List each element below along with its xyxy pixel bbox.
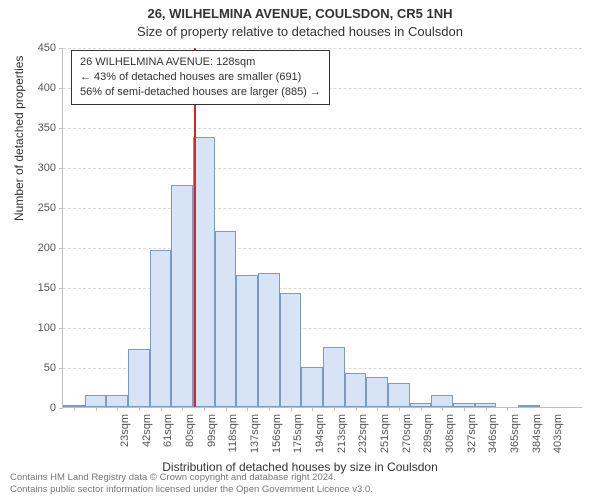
y-tick-label: 250 xyxy=(16,202,56,214)
gridline xyxy=(63,128,582,129)
x-tick-label: 42sqm xyxy=(141,414,153,464)
histogram-bar xyxy=(193,137,215,407)
chart-container: 26, WILHELMINA AVENUE, COULSDON, CR5 1NH… xyxy=(0,0,600,500)
x-tick-mark xyxy=(442,407,443,411)
footer-line: Contains public sector information licen… xyxy=(10,484,373,496)
y-tick-mark xyxy=(59,248,63,249)
y-tick-label: 100 xyxy=(16,322,56,334)
histogram-bar xyxy=(215,231,237,407)
histogram-bar xyxy=(236,275,258,407)
x-tick-label: 346sqm xyxy=(487,414,499,464)
x-tick-label: 289sqm xyxy=(422,414,434,464)
y-tick-label: 450 xyxy=(16,42,56,54)
histogram-bar xyxy=(301,367,323,407)
x-tick-mark xyxy=(356,407,357,411)
y-tick-mark xyxy=(59,368,63,369)
x-tick-mark xyxy=(421,407,422,411)
y-tick-label: 200 xyxy=(16,242,56,254)
histogram-bar xyxy=(518,405,540,407)
x-tick-mark xyxy=(312,407,313,411)
x-tick-label: 213sqm xyxy=(336,414,348,464)
x-tick-mark xyxy=(139,407,140,411)
gridline xyxy=(63,168,582,169)
x-tick-mark xyxy=(291,407,292,411)
x-tick-mark xyxy=(74,407,75,411)
y-tick-label: 50 xyxy=(16,362,56,374)
histogram-bar xyxy=(431,395,453,407)
x-tick-label: 251sqm xyxy=(379,414,391,464)
y-tick-mark xyxy=(59,128,63,129)
histogram-bar xyxy=(388,383,410,407)
histogram-bar xyxy=(323,347,345,407)
x-tick-mark xyxy=(96,407,97,411)
x-tick-label: 99sqm xyxy=(206,414,218,464)
histogram-bar xyxy=(280,293,302,407)
histogram-bar xyxy=(366,377,388,407)
x-tick-label: 194sqm xyxy=(314,414,326,464)
gridline xyxy=(63,248,582,249)
y-tick-mark xyxy=(59,48,63,49)
x-tick-label: 156sqm xyxy=(271,414,283,464)
x-tick-label: 384sqm xyxy=(531,414,543,464)
x-tick-label: 403sqm xyxy=(552,414,564,464)
annotation-line: 56% of semi-detached houses are larger (… xyxy=(80,85,321,100)
x-tick-label: 327sqm xyxy=(466,414,478,464)
gridline xyxy=(63,328,582,329)
annotation-line: 26 WILHELMINA AVENUE: 128sqm xyxy=(80,55,321,70)
annotation-line: ← 43% of detached houses are smaller (69… xyxy=(80,70,321,85)
x-tick-label: 118sqm xyxy=(227,414,239,464)
x-tick-label: 23sqm xyxy=(119,414,131,464)
y-tick-mark xyxy=(59,168,63,169)
y-tick-label: 400 xyxy=(16,82,56,94)
x-tick-mark xyxy=(226,407,227,411)
x-tick-label: 137sqm xyxy=(249,414,261,464)
x-tick-mark xyxy=(399,407,400,411)
annotation-box: 26 WILHELMINA AVENUE: 128sqm ← 43% of de… xyxy=(71,50,330,105)
y-axis-label: Number of detached properties xyxy=(12,56,26,221)
x-tick-label: 232sqm xyxy=(357,414,369,464)
x-tick-label: 175sqm xyxy=(292,414,304,464)
histogram-bar xyxy=(106,395,128,407)
x-tick-mark xyxy=(377,407,378,411)
histogram-bar xyxy=(150,250,172,407)
y-tick-label: 350 xyxy=(16,122,56,134)
x-tick-mark xyxy=(507,407,508,411)
histogram-bar xyxy=(345,373,367,407)
y-tick-mark xyxy=(59,328,63,329)
x-tick-mark xyxy=(269,407,270,411)
x-tick-label: 365sqm xyxy=(509,414,521,464)
x-tick-label: 61sqm xyxy=(162,414,174,464)
x-tick-label: 270sqm xyxy=(401,414,413,464)
x-tick-mark xyxy=(161,407,162,411)
x-tick-mark xyxy=(464,407,465,411)
x-tick-mark xyxy=(182,407,183,411)
y-tick-label: 300 xyxy=(16,162,56,174)
footer-text: Contains HM Land Registry data © Crown c… xyxy=(10,472,373,496)
y-tick-mark xyxy=(59,208,63,209)
y-tick-label: 150 xyxy=(16,282,56,294)
y-tick-mark xyxy=(59,88,63,89)
histogram-bar xyxy=(85,395,107,407)
x-tick-mark xyxy=(117,407,118,411)
histogram-bar xyxy=(258,273,280,407)
page-subtitle: Size of property relative to detached ho… xyxy=(0,24,600,39)
x-tick-mark xyxy=(247,407,248,411)
x-tick-mark xyxy=(486,407,487,411)
gridline xyxy=(63,208,582,209)
x-tick-mark xyxy=(204,407,205,411)
gridline xyxy=(63,288,582,289)
x-tick-mark xyxy=(334,407,335,411)
histogram-bar xyxy=(128,349,150,407)
plot-area: 26 WILHELMINA AVENUE: 128sqm ← 43% of de… xyxy=(62,48,582,408)
footer-line: Contains HM Land Registry data © Crown c… xyxy=(10,472,373,484)
gridline xyxy=(63,48,582,49)
y-tick-mark xyxy=(59,408,63,409)
x-tick-label: 80sqm xyxy=(184,414,196,464)
y-tick-mark xyxy=(59,288,63,289)
y-tick-label: 0 xyxy=(16,402,56,414)
histogram-bar xyxy=(171,185,193,407)
x-tick-label: 308sqm xyxy=(444,414,456,464)
page-title: 26, WILHELMINA AVENUE, COULSDON, CR5 1NH xyxy=(0,6,600,21)
